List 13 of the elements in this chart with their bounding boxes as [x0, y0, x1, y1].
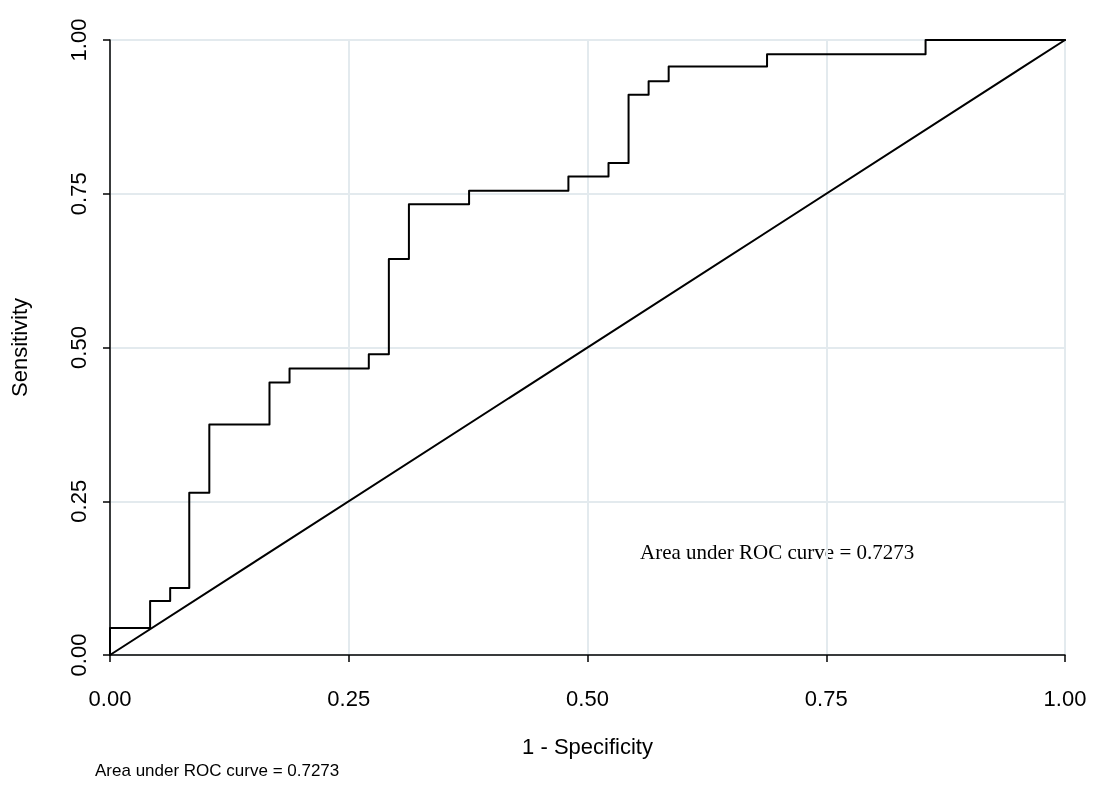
- y-tick-label: 0.50: [65, 326, 91, 369]
- x-tick-label: 0.50: [566, 685, 609, 711]
- text: Area under ROC curve = 0.7273: [95, 761, 340, 780]
- x-axis-title: 1 - Specificity: [522, 733, 653, 759]
- x-tick-label: 0.00: [88, 685, 132, 711]
- y-axis-title: Sensitivity: [6, 297, 32, 398]
- y-tick-label: 0.00: [65, 633, 91, 677]
- x-tick-label: 0.75: [804, 685, 848, 711]
- y-tick-label: 0.75: [65, 172, 91, 216]
- y-tick-label: 1.00: [65, 18, 91, 62]
- x-tick-label: 1.00: [1043, 685, 1087, 711]
- x-tick-label: 0.25: [327, 685, 371, 711]
- y-tick-label: 0.25: [65, 479, 91, 523]
